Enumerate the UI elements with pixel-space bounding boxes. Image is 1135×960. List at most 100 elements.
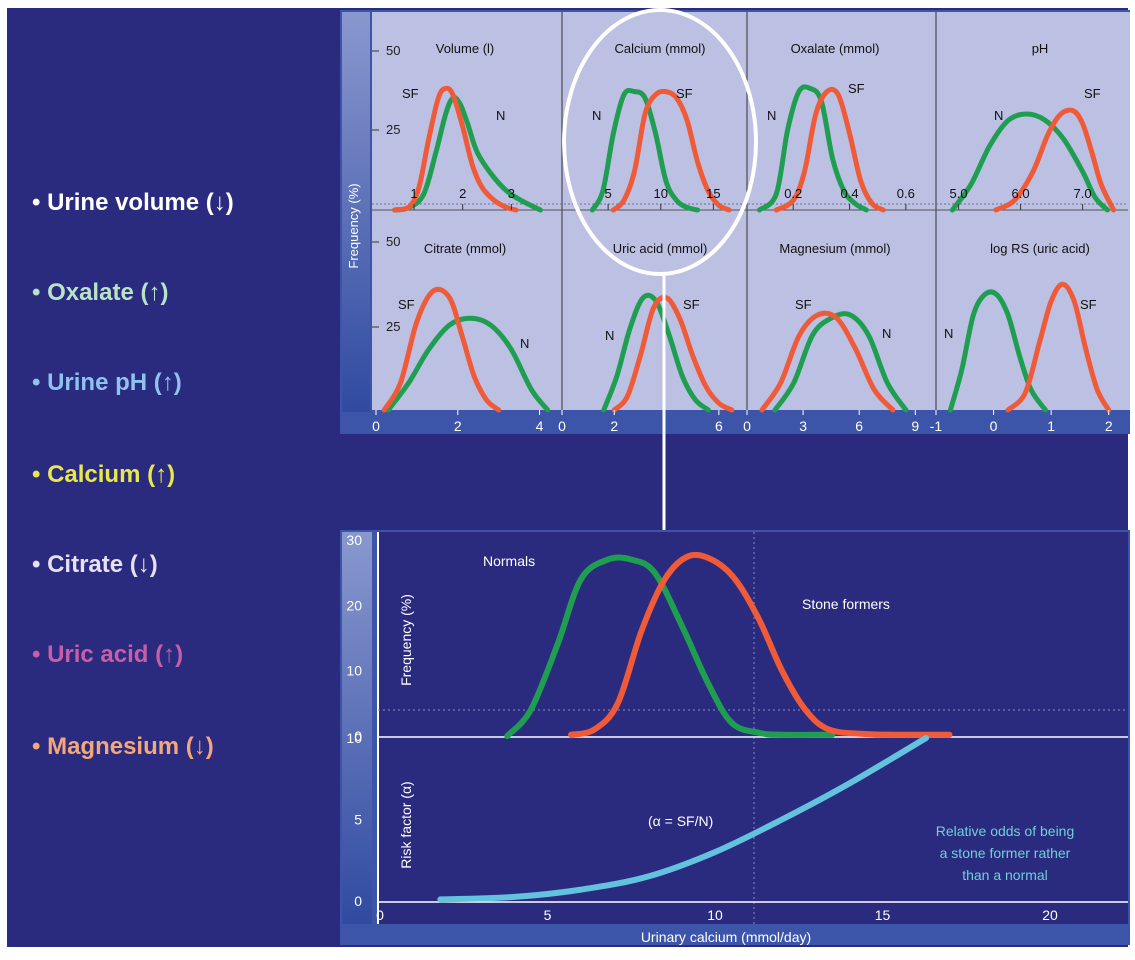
x-tick-label: 10 bbox=[707, 907, 723, 923]
label-SF: SF bbox=[398, 297, 415, 312]
x-tick-label: 0 bbox=[743, 418, 751, 434]
stone-former-curve bbox=[993, 107, 1117, 213]
risk-factor-curve bbox=[437, 735, 930, 903]
stone-former-curve bbox=[610, 88, 732, 213]
x-tick-label: 0 bbox=[558, 418, 566, 434]
freq-y-axis-label: Frequency (%) bbox=[398, 594, 414, 686]
label-N: N bbox=[994, 108, 1003, 123]
y-tick-label: 10 bbox=[346, 663, 362, 679]
normal-curve bbox=[385, 315, 551, 413]
top-plot-area bbox=[372, 12, 1130, 410]
highlight-ellipse bbox=[562, 8, 758, 276]
panel-title: Citrate (mmol) bbox=[424, 241, 506, 256]
label-SF: SF bbox=[1080, 297, 1097, 312]
stone-former-curve bbox=[759, 310, 896, 413]
x-tick-label: 15 bbox=[706, 186, 720, 201]
label-N: N bbox=[767, 108, 776, 123]
x-tick-label: 6.0 bbox=[1012, 186, 1030, 201]
label-N: N bbox=[944, 326, 953, 341]
x-tick-label: 5 bbox=[605, 186, 612, 201]
y-tick-label: 50 bbox=[386, 43, 400, 58]
y-tick-label: 25 bbox=[386, 122, 400, 137]
y-tick-label: 5 bbox=[354, 812, 362, 828]
bottom-plot-area bbox=[378, 532, 1128, 924]
y-tick-label: 0 bbox=[354, 893, 362, 909]
y-tick-label: 0 bbox=[354, 728, 362, 744]
bullet-item: • Calcium (↑) bbox=[32, 461, 175, 488]
x-tick-label: 0 bbox=[372, 418, 380, 434]
stone-former-curve bbox=[611, 294, 735, 413]
stone-former-curve bbox=[381, 286, 502, 413]
normal-curve bbox=[392, 95, 543, 213]
bullet-item: • Oxalate (↑) bbox=[32, 279, 168, 306]
bottom-y-axis-band bbox=[342, 532, 372, 924]
alpha-definition-label: (α = SF/N) bbox=[648, 813, 713, 829]
x-tick-label: 20 bbox=[1042, 907, 1058, 923]
bullet-item: • Citrate (↓) bbox=[32, 551, 158, 578]
label-SF: SF bbox=[676, 86, 693, 101]
x-tick-label: 7.0 bbox=[1074, 186, 1092, 201]
stone-former-curve bbox=[1005, 281, 1112, 413]
y-tick-label: 10 bbox=[346, 730, 362, 746]
x-tick-label: 2 bbox=[454, 418, 462, 434]
top-y-axis-label: Frequency (%) bbox=[346, 183, 361, 268]
odds-annotation-line: Relative odds of being bbox=[936, 823, 1075, 839]
label-SF: SF bbox=[795, 297, 812, 312]
label-SF: SF bbox=[1084, 86, 1101, 101]
top-y-axis-band bbox=[342, 12, 370, 412]
bullet-item: • Urine pH (↑) bbox=[32, 369, 182, 396]
label-N: N bbox=[605, 328, 614, 343]
x-tick-label: 15 bbox=[875, 907, 891, 923]
x-tick-label: 1 bbox=[410, 186, 417, 201]
panel-title: Magnesium (mmol) bbox=[779, 241, 890, 256]
panel-title: Volume (l) bbox=[436, 41, 495, 56]
x-tick-label: 0.4 bbox=[840, 186, 858, 201]
y-tick-label: 50 bbox=[386, 234, 400, 249]
top-x-axis-band bbox=[372, 410, 1130, 434]
label-N: N bbox=[592, 108, 601, 123]
y-tick-label: 20 bbox=[346, 597, 362, 613]
panel-title: pH bbox=[1032, 41, 1049, 56]
x-tick-label: 2 bbox=[1105, 418, 1113, 434]
x-tick-label: 9 bbox=[911, 418, 919, 434]
bullet-item: • Magnesium (↓) bbox=[32, 733, 214, 760]
y-tick-label: 30 bbox=[346, 532, 362, 548]
stone-formers-curve bbox=[568, 551, 953, 738]
label-N: N bbox=[520, 336, 529, 351]
x-tick-label: 5 bbox=[544, 907, 552, 923]
x-tick-label: 1 bbox=[1047, 418, 1055, 434]
bullet-item: • Uric acid (↑) bbox=[32, 641, 183, 668]
x-tick-label: -1 bbox=[930, 418, 943, 434]
y-tick-label: 25 bbox=[386, 319, 400, 334]
x-tick-label: 3 bbox=[508, 186, 515, 201]
normal-curve bbox=[772, 311, 909, 413]
panel-title: Uric acid (mmol) bbox=[613, 241, 708, 256]
x-tick-label: 10 bbox=[654, 186, 668, 201]
x-tick-label: 4 bbox=[536, 418, 544, 434]
normals-label: Normals bbox=[483, 553, 535, 569]
normals-curve bbox=[504, 554, 836, 739]
panel-title: Oxalate (mmol) bbox=[791, 41, 880, 56]
x-tick-label: 6 bbox=[715, 418, 723, 434]
x-tick-label: 5.0 bbox=[950, 186, 968, 201]
x-tick-label: 3 bbox=[799, 418, 807, 434]
label-N: N bbox=[496, 108, 505, 123]
stone-formers-label: Stone formers bbox=[802, 596, 890, 612]
label-N: N bbox=[882, 326, 891, 341]
risk-y-axis-label: Risk factor (α) bbox=[398, 781, 414, 868]
x-tick-label: 0 bbox=[990, 418, 998, 434]
bullet-item: • Urine volume (↓) bbox=[32, 189, 234, 216]
x-axis-label: Urinary calcium (mmol/day) bbox=[641, 929, 811, 945]
normal-curve bbox=[756, 84, 869, 213]
x-tick-label: 0 bbox=[376, 907, 384, 923]
x-tick-label: 2 bbox=[459, 186, 466, 201]
odds-annotation-line: a stone former rather bbox=[940, 845, 1071, 861]
x-tick-label: 6 bbox=[855, 418, 863, 434]
panel-title: log RS (uric acid) bbox=[990, 241, 1090, 256]
label-SF: SF bbox=[683, 297, 700, 312]
stone-former-curve bbox=[773, 86, 886, 213]
label-SF: SF bbox=[402, 86, 419, 101]
label-SF: SF bbox=[848, 81, 865, 96]
stone-former-curve bbox=[392, 85, 519, 213]
